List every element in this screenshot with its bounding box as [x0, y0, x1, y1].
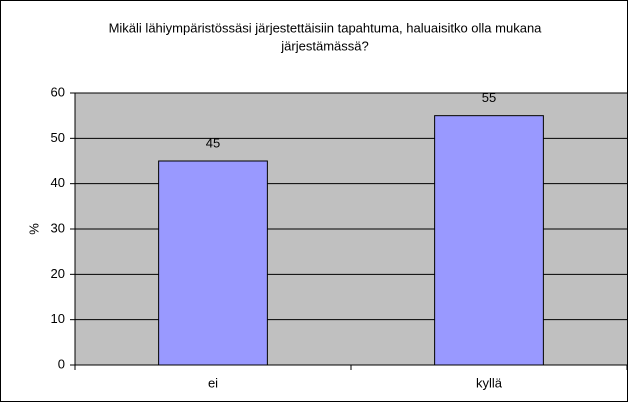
- data-label: 45: [206, 135, 220, 150]
- bar: [158, 160, 268, 366]
- y-tick-label: 40: [51, 175, 65, 190]
- y-tick-label: 10: [51, 311, 65, 326]
- y-axis-label: %: [26, 223, 41, 235]
- y-tick-label: 60: [51, 84, 65, 99]
- y-tick-label: 20: [51, 266, 65, 281]
- data-label: 55: [482, 90, 496, 105]
- chart-title: Mikäli lähiympäristössäsi järjestettäisi…: [109, 20, 543, 35]
- y-tick-label: 50: [51, 130, 65, 145]
- y-tick-label: 0: [58, 356, 65, 371]
- y-tick-label: 30: [51, 220, 65, 235]
- x-tick-label: kyllä: [476, 375, 503, 390]
- x-tick-label: ei: [208, 375, 218, 390]
- bar: [434, 115, 544, 366]
- chart-title: järjestämässä?: [280, 38, 368, 53]
